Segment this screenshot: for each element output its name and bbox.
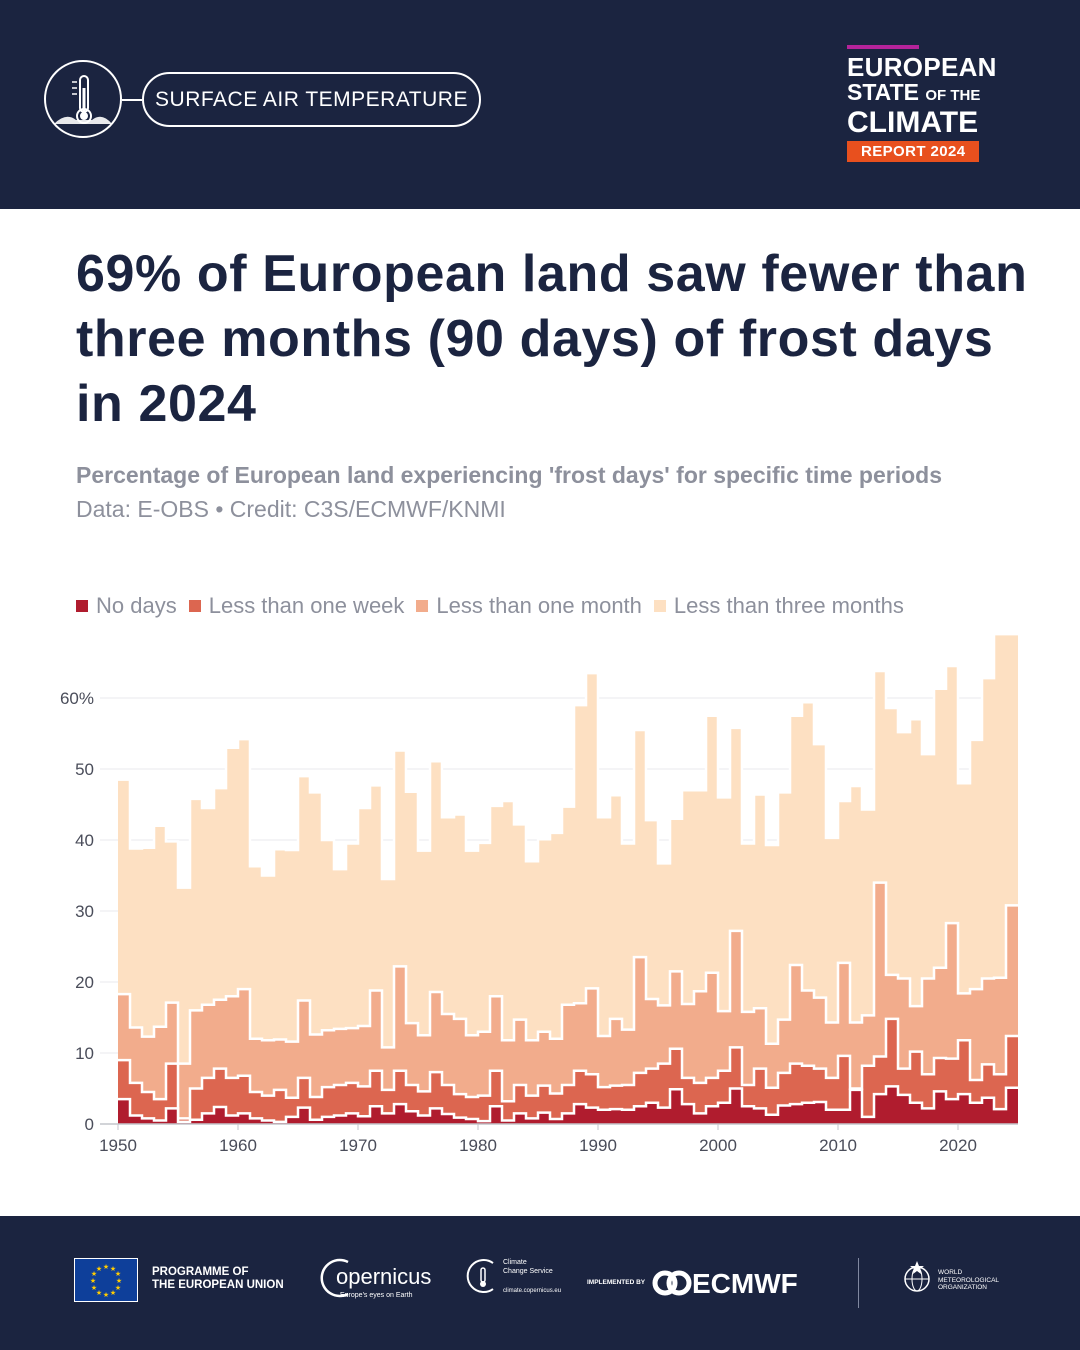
footer-banner: ★ ★ ★ ★ ★ ★ ★ ★ ★ ★ ★ ★ PROGRAMME OF THE EUROPEAN… [0,1216,1080,1350]
area-outline [118,632,1018,889]
svg-text:★: ★ [116,1277,122,1285]
implemented-by-label: IMPLEMENTED BY [587,1279,646,1286]
thermometer-icon [44,60,122,138]
y-tick-label: 40 [75,831,94,850]
svg-text:★: ★ [115,1270,121,1278]
report-line3: CLIMATE [847,106,979,139]
connector-line [122,99,142,101]
svg-text:★: ★ [103,1291,109,1299]
legend-item-three-months: Less than three months [653,593,904,619]
svg-text:★: ★ [103,1263,109,1271]
area-less-than-one-week [118,1018,1018,1124]
x-tick-label: 1960 [219,1136,257,1155]
wmo-emblem-icon [904,1261,930,1292]
page-title: 69% of European land saw fewer than thre… [76,245,1028,433]
x-tick-label: 2000 [699,1136,737,1155]
legend-swatch [416,600,429,612]
svg-text:★: ★ [110,1265,116,1273]
c3s-thermometer-icon [466,1259,494,1293]
y-tick-label: 10 [75,1044,94,1063]
report-year-tag: REPORT 2024 [847,141,980,162]
category-pill: SURFACE AIR TEMPERATURE [142,72,481,127]
copernicus-arc-icon [320,1258,349,1298]
x-tick-label: 1970 [339,1136,377,1155]
y-tick-label: 60% [60,689,94,708]
stacked-areas [118,632,1018,1124]
svg-text:★: ★ [91,1284,97,1292]
report-line1: EUROPEAN [847,52,997,82]
x-tick-label: 1950 [99,1136,137,1155]
chart-subtitle: Percentage of European land experiencing… [76,462,943,488]
legend-item-no-days: No days [76,593,177,619]
report-logo: EUROPEAN STATE OF THE CLIMATE REPORT 202… [847,45,997,162]
svg-text:★: ★ [96,1289,102,1297]
legend-label: Less than three months [673,593,904,618]
legend-swatch [653,600,666,612]
legend-swatch [188,600,201,612]
area-no-days [118,1086,1018,1124]
ecmwf-mark-icon [652,1270,692,1296]
legend-label: No days [96,593,177,618]
legend-item-month: Less than one month [416,593,642,619]
x-tick-label: 1980 [459,1136,497,1155]
y-tick-label: 30 [75,902,94,921]
x-tick-label: 2010 [819,1136,857,1155]
svg-text:★: ★ [90,1277,96,1285]
legend-label: Less than one week [208,593,405,618]
y-tick-label: 20 [75,973,94,992]
chart-legend: No days Less than one week Less than one… [76,593,916,619]
x-tick-label: 2020 [939,1136,977,1155]
svg-text:★: ★ [115,1284,121,1292]
report-accent-bar [847,45,919,49]
svg-text:★: ★ [96,1265,102,1273]
legend-item-week: Less than one week [188,593,405,619]
x-tick-label: 1990 [579,1136,617,1155]
legend-swatch [76,600,88,612]
eu-programme-label: PROGRAMME OF THE EUROPEAN UNION [152,1266,284,1291]
axes: 0 10 20 30 40 50 60% 1950 1960 1970 1980 1990 2000 20… [60,689,1018,1155]
chart-credit: Data: E-OBS • Credit: C3S/ECMWF/KNMI [76,496,506,522]
footer-divider [858,1258,859,1308]
report-line2: STATE OF THE [847,79,981,105]
y-tick-label: 0 [85,1115,94,1134]
area-outline [118,881,1018,1065]
area-outline [118,1017,1018,1120]
eu-flag-icon: ★ ★ ★ ★ ★ ★ ★ ★ ★ ★ ★ ★ [74,1258,138,1302]
svg-text:★: ★ [110,1289,116,1297]
area-outline [118,1085,1018,1124]
legend-label: Less than one month [436,593,642,618]
y-tick-label: 50 [75,760,94,779]
frost-days-chart: 0 10 20 30 40 50 60% 1950 1960 1970 1980 1990 2000 20… [60,632,1018,1155]
header-banner: SURFACE AIR TEMPERATURE EUROPEAN STATE O… [0,0,1080,209]
svg-text:★: ★ [91,1270,97,1278]
